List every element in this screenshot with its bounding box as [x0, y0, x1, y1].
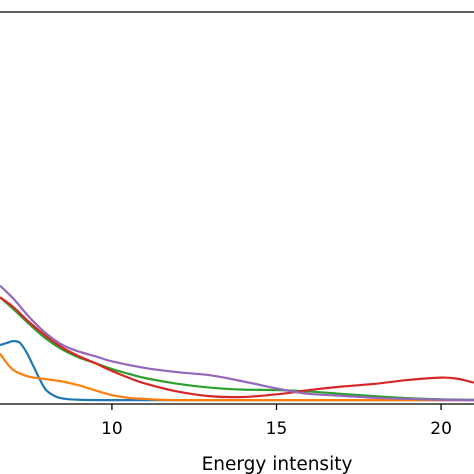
x-ticks: 10 15 20	[101, 404, 452, 439]
series-line-5	[0, 284, 474, 402]
series-layer	[0, 284, 474, 402]
x-axis-label: Energy intensity	[202, 454, 353, 474]
plot-frame	[0, 11, 474, 405]
series-line-3	[0, 296, 474, 401]
x-tick-label: 20	[430, 419, 452, 439]
series-line-4	[0, 296, 474, 399]
x-tick-label: 15	[266, 419, 288, 439]
series-line-2	[0, 352, 474, 402]
x-tick-label: 10	[101, 419, 123, 439]
